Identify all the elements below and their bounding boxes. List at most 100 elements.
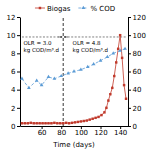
y-axis-tick: 12 bbox=[7, 14, 20, 22]
series-marker bbox=[59, 122, 61, 124]
y2-axis-tick-label: 120 bbox=[133, 14, 146, 22]
series-marker bbox=[66, 71, 70, 74]
chart: 6080100120140024681012020406080100120Tim… bbox=[0, 0, 150, 150]
y-axis-tick-mark bbox=[17, 17, 20, 18]
y-axis-tick: 8 bbox=[11, 50, 20, 58]
horizontal-line bbox=[22, 36, 62, 37]
y-axis-tick-mark bbox=[17, 108, 20, 109]
x-axis-tick-label: 100 bbox=[75, 129, 88, 137]
y-axis-tick-mark bbox=[17, 126, 20, 127]
series-marker bbox=[86, 119, 88, 121]
y2-axis-tick-label: 0 bbox=[133, 123, 137, 131]
annotation: OLR = 3.0kg COD/m³.d bbox=[23, 40, 58, 54]
vertical-line bbox=[63, 17, 64, 126]
series-marker bbox=[40, 83, 44, 86]
series-marker bbox=[105, 107, 107, 109]
y2-axis-tick: 40 bbox=[128, 86, 141, 94]
y2-axis: 0 20 40 60 80 100 120 bbox=[128, 14, 146, 131]
series-marker bbox=[71, 122, 73, 124]
series-marker bbox=[27, 86, 31, 89]
series-marker bbox=[107, 99, 109, 101]
y-axis-tick: 0 bbox=[11, 123, 20, 131]
series-marker bbox=[91, 118, 93, 120]
x-axis-tick: 60 bbox=[38, 126, 47, 137]
series-line bbox=[22, 35, 126, 123]
y2-axis-tick: 20 bbox=[128, 105, 141, 113]
y2-axis-tick: 120 bbox=[128, 14, 146, 22]
legend-marker bbox=[39, 7, 41, 9]
series-marker bbox=[68, 122, 70, 124]
x-axis-tick-label: 60 bbox=[38, 129, 47, 137]
y2-axis-tick: 100 bbox=[128, 32, 146, 40]
series-marker bbox=[123, 47, 127, 50]
y-axis-line bbox=[20, 18, 21, 127]
series-marker bbox=[38, 122, 40, 124]
y-axis-tick-label: 6 bbox=[11, 68, 16, 76]
series-marker bbox=[65, 122, 67, 124]
series-marker bbox=[118, 48, 122, 51]
x-axis-tick: 100 bbox=[75, 126, 88, 137]
y-axis-tick-label: 2 bbox=[11, 105, 15, 113]
series-marker bbox=[99, 58, 103, 61]
series-marker bbox=[103, 111, 105, 113]
series-marker bbox=[115, 61, 117, 63]
y2-axis-tick-label: 80 bbox=[133, 50, 142, 58]
plot-area bbox=[20, 17, 127, 126]
y2-axis-tick-mark bbox=[128, 126, 131, 127]
series-marker bbox=[121, 57, 123, 59]
y2-axis-tick-mark bbox=[128, 90, 131, 91]
legend-item: Biogas bbox=[35, 5, 71, 13]
series-marker bbox=[97, 116, 99, 118]
y2-axis-tick-label: 100 bbox=[133, 32, 146, 40]
y-axis-tick-mark bbox=[17, 72, 20, 73]
y-axis-tick-mark bbox=[17, 35, 20, 36]
series-marker bbox=[74, 121, 76, 123]
series-marker bbox=[80, 120, 82, 122]
y2-axis-tick-mark bbox=[128, 17, 131, 18]
legend-item: % COD bbox=[78, 5, 115, 13]
series-marker bbox=[35, 78, 39, 81]
series-marker bbox=[94, 117, 96, 119]
series-marker bbox=[24, 122, 26, 124]
series-marker bbox=[44, 122, 46, 124]
annotation: OLR = 4.8kg COD/m³.d bbox=[73, 40, 108, 54]
series-marker bbox=[88, 118, 90, 120]
y2-axis-tick-mark bbox=[128, 53, 131, 54]
series-marker bbox=[50, 122, 52, 124]
x-axis-title: Time (days) bbox=[52, 141, 95, 149]
y2-axis-tick: 60 bbox=[128, 68, 141, 76]
y-axis-tick: 2 bbox=[11, 105, 20, 113]
series-marker bbox=[41, 122, 43, 124]
arrow bbox=[58, 36, 62, 37]
y-axis-tick-label: 12 bbox=[7, 14, 16, 22]
series-marker bbox=[86, 65, 90, 68]
series-marker bbox=[47, 122, 49, 124]
series-line bbox=[22, 49, 125, 88]
legend-swatch bbox=[35, 8, 45, 9]
x-axis-tick: 140 bbox=[114, 126, 127, 137]
x-axis-tick: 120 bbox=[94, 126, 107, 137]
series-marker bbox=[111, 87, 113, 89]
x-axis-tick-label: 140 bbox=[114, 129, 127, 137]
series-marker bbox=[47, 75, 51, 78]
series-marker bbox=[59, 74, 63, 77]
series-marker bbox=[125, 98, 127, 100]
series-marker bbox=[53, 122, 55, 124]
series-marker bbox=[109, 93, 111, 95]
series-marker bbox=[83, 120, 85, 122]
y2-axis-tick-label: 40 bbox=[133, 86, 142, 94]
series-marker bbox=[111, 51, 115, 54]
x-axis-tick-label: 120 bbox=[94, 129, 107, 137]
y-axis-tick-mark bbox=[17, 53, 20, 54]
x-axis: 6080100120140 bbox=[21, 126, 129, 137]
series-marker bbox=[100, 114, 102, 116]
series-marker bbox=[106, 55, 110, 58]
y2-axis-tick: 0 bbox=[128, 123, 137, 131]
series-marker bbox=[113, 75, 115, 77]
y-axis-tick-label: 10 bbox=[7, 32, 16, 40]
y-axis-tick-mark bbox=[17, 90, 20, 91]
series-marker bbox=[72, 69, 76, 72]
y2-axis-tick-mark bbox=[128, 108, 131, 109]
series-marker bbox=[92, 62, 96, 65]
legend: Biogas % COD bbox=[35, 5, 115, 13]
